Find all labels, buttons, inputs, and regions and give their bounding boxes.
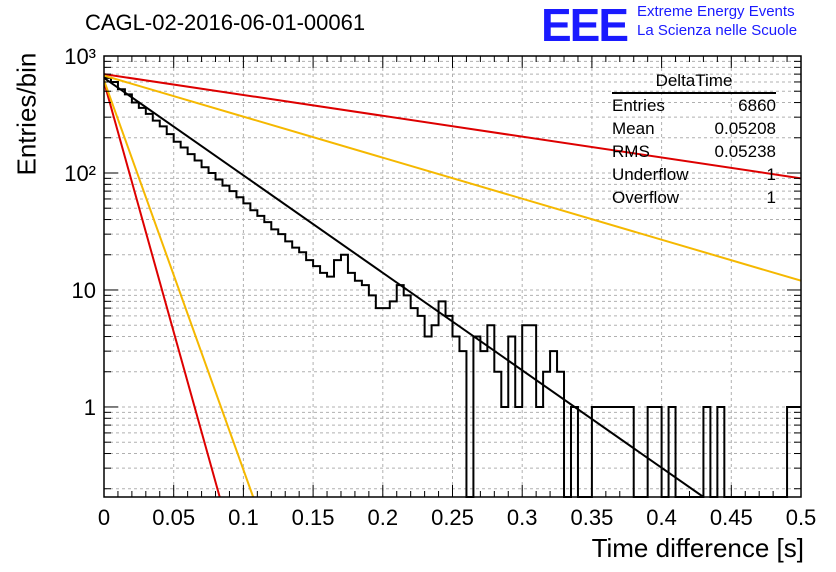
y-tick-label: 10² (64, 161, 96, 186)
x-tick-label: 0.4 (646, 505, 677, 530)
stats-row-entries: Entries 6860 (612, 94, 776, 117)
stats-value: 0.05208 (714, 119, 776, 138)
stats-value: 6860 (738, 96, 776, 115)
stats-label: Underflow (612, 165, 689, 184)
stats-label: Mean (612, 119, 655, 138)
plot-title: CAGL-02-2016-06-01-00061 (85, 10, 366, 35)
fit-line (104, 73, 801, 180)
logo-subtitle-1: Extreme Energy Events (637, 3, 795, 20)
fit-line (104, 74, 801, 282)
stats-value: 0.05238 (714, 142, 776, 161)
y-tick-label: 10 (72, 278, 96, 303)
x-tick-label: 0.05 (152, 505, 195, 530)
eee-logo: EEE (541, 0, 629, 51)
x-tick-label: 0.45 (710, 505, 753, 530)
fit-line (104, 77, 704, 497)
logo-subtitle-2: La Scienza nelle Scuole (637, 22, 798, 39)
stats-row-rms: RMS 0.05238 (612, 140, 776, 163)
x-tick-label: 0.1 (228, 505, 259, 530)
stats-label: Entries (612, 96, 665, 115)
stats-title: DeltaTime (612, 70, 776, 94)
stats-box: DeltaTime Entries 6860 Mean 0.05208 RMS 0.0… (612, 70, 776, 209)
x-tick-label: 0.35 (570, 505, 613, 530)
x-tick-label: 0.3 (507, 505, 538, 530)
fit-line (104, 79, 255, 497)
x-tick-label: 0.5 (786, 505, 817, 530)
histogram-outline (104, 76, 801, 498)
stats-value: 1 (766, 165, 776, 184)
stats-row-overflow: Overflow 1 (612, 186, 776, 209)
fit-line (104, 81, 221, 497)
x-axis-label: Time difference [s] (591, 533, 804, 563)
x-tick-label: 0.15 (292, 505, 335, 530)
y-tick-label: 10³ (64, 44, 96, 69)
stats-row-underflow: Underflow 1 (612, 163, 776, 186)
stats-label: Overflow (612, 188, 680, 207)
stats-value: 1 (766, 188, 776, 207)
stats-row-mean: Mean 0.05208 (612, 117, 776, 140)
y-axis-label: Entries/bin (11, 52, 42, 176)
stats-label: RMS (612, 142, 650, 161)
x-tick-label: 0 (98, 505, 110, 530)
x-tick-label: 0.2 (368, 505, 399, 530)
y-tick-label: 1 (84, 395, 96, 420)
x-tick-label: 0.25 (431, 505, 474, 530)
